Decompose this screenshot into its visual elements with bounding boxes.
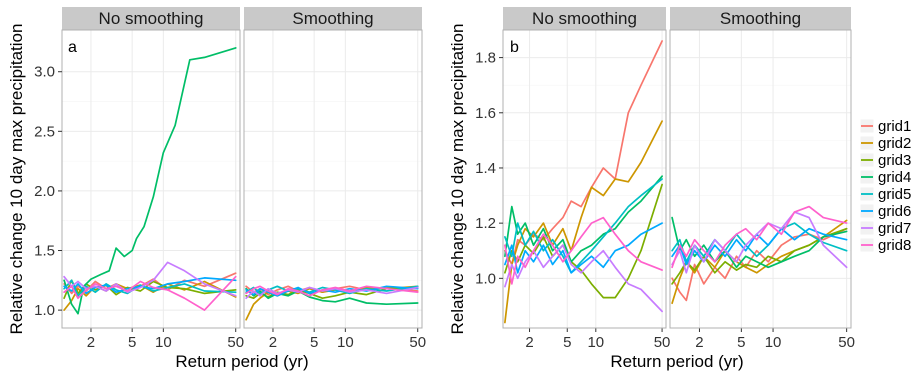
- y-axis-title: Relative change 10 day max precipitation: [7, 24, 26, 335]
- panel-letter: a: [68, 39, 77, 56]
- series-line-grid5: [63, 279, 237, 297]
- series-line-grid8: [63, 275, 237, 311]
- legend-label: grid8: [878, 237, 911, 254]
- legend-label: grid3: [878, 152, 911, 169]
- x-tick-label: 10: [155, 334, 172, 351]
- series-line-grid7: [671, 211, 848, 274]
- series-line-grid6: [63, 277, 237, 295]
- legend-item: grid3: [859, 152, 911, 169]
- x-tick-label: 5: [128, 334, 136, 351]
- x-tick-label: 2: [695, 334, 703, 351]
- legend-label: grid2: [878, 135, 911, 152]
- legend-label: grid1: [878, 118, 911, 135]
- series-line-grid4: [504, 175, 663, 263]
- legend-item: grid8: [859, 237, 911, 254]
- series-line-grid8: [671, 205, 848, 269]
- y-tick-label: 1.5: [34, 243, 55, 260]
- legend-item: grid2: [859, 135, 911, 152]
- panel-border: [243, 29, 423, 329]
- x-axis-title: Return period (yr): [610, 352, 743, 371]
- legend-item: grid1: [859, 118, 911, 135]
- x-tick-label: 50: [654, 334, 671, 351]
- panel-background: [669, 29, 852, 329]
- facet-panel: No smoothing 2 5 10 50: [61, 7, 244, 351]
- panel-border: [669, 29, 852, 329]
- x-tick-label: 5: [563, 334, 571, 351]
- panel-border: [61, 29, 241, 329]
- panel-background: [243, 29, 423, 329]
- series-line-grid8: [245, 285, 419, 297]
- series-line-grid5: [504, 178, 663, 274]
- facet-panel: No smoothing 2 5 10 50: [502, 7, 671, 351]
- x-axis-title: Return period (yr): [175, 352, 308, 371]
- y-tick-label: 1.6: [475, 105, 496, 122]
- facet-strip: [62, 7, 240, 30]
- facet-panel: Smoothing 2 5 10 50: [669, 7, 855, 351]
- series-line-grid2: [504, 120, 663, 324]
- y-axis-title: Relative change 10 day max precipitation: [448, 24, 467, 335]
- x-tick-label: 50: [227, 334, 244, 351]
- series-line-grid7: [245, 286, 419, 300]
- x-tick-label: 2: [525, 334, 533, 351]
- x-tick-label: 50: [838, 334, 855, 351]
- legend-item: grid4: [859, 169, 911, 186]
- y-tick-label: 1.0: [475, 270, 496, 287]
- legend-label: grid7: [878, 220, 911, 237]
- series-line-grid1: [504, 40, 663, 266]
- legend-item: grid7: [859, 220, 911, 237]
- facet-strip-label: Smoothing: [720, 9, 801, 28]
- series-line-grid5: [671, 222, 848, 263]
- x-tick-label: 10: [337, 334, 354, 351]
- facet-strip: [670, 7, 851, 30]
- x-tick-label: 10: [765, 334, 782, 351]
- chart-b: No smoothing 2 5 10 50 Smoothing 2 5 10 50 1.0 1.2 1…: [448, 7, 855, 371]
- y-tick-label: 1.8: [475, 50, 496, 67]
- y-tick-label: 1.2: [475, 215, 496, 232]
- facet-strip-label: No smoothing: [99, 9, 204, 28]
- y-tick-label: 1.0: [34, 302, 55, 319]
- y-tick-label: 2.5: [34, 123, 55, 140]
- facet-strip: [503, 7, 666, 30]
- y-tick-label: 2.0: [34, 183, 55, 200]
- x-tick-label: 5: [737, 334, 745, 351]
- y-tick-label: 3.0: [34, 64, 55, 81]
- x-tick-label: 2: [269, 334, 277, 351]
- series-line-grid8: [504, 216, 663, 285]
- facet-strip: [244, 7, 422, 30]
- x-tick-label: 2: [87, 334, 95, 351]
- legend-item: grid5: [859, 186, 911, 203]
- legend-label: grid5: [878, 186, 911, 203]
- facet-panel: Smoothing 2 5 10 50: [243, 7, 426, 351]
- panel-border: [502, 29, 667, 329]
- facet-strip-label: Smoothing: [292, 9, 373, 28]
- panel-background: [502, 29, 667, 329]
- chart-a: No smoothing 2 5 10 50 Smoothing 2 5 10 50 1.0 1.5 2…: [7, 7, 426, 371]
- series-line-grid3: [671, 227, 848, 285]
- legend-label: grid6: [878, 203, 911, 220]
- x-tick-label: 10: [587, 334, 604, 351]
- y-tick-label: 1.4: [475, 160, 496, 177]
- x-tick-label: 5: [310, 334, 318, 351]
- facet-strip-label: No smoothing: [532, 9, 637, 28]
- panel-letter: b: [510, 39, 519, 56]
- legend-item: grid6: [859, 203, 911, 220]
- x-tick-label: 50: [409, 334, 426, 351]
- legend-label: grid4: [878, 169, 911, 186]
